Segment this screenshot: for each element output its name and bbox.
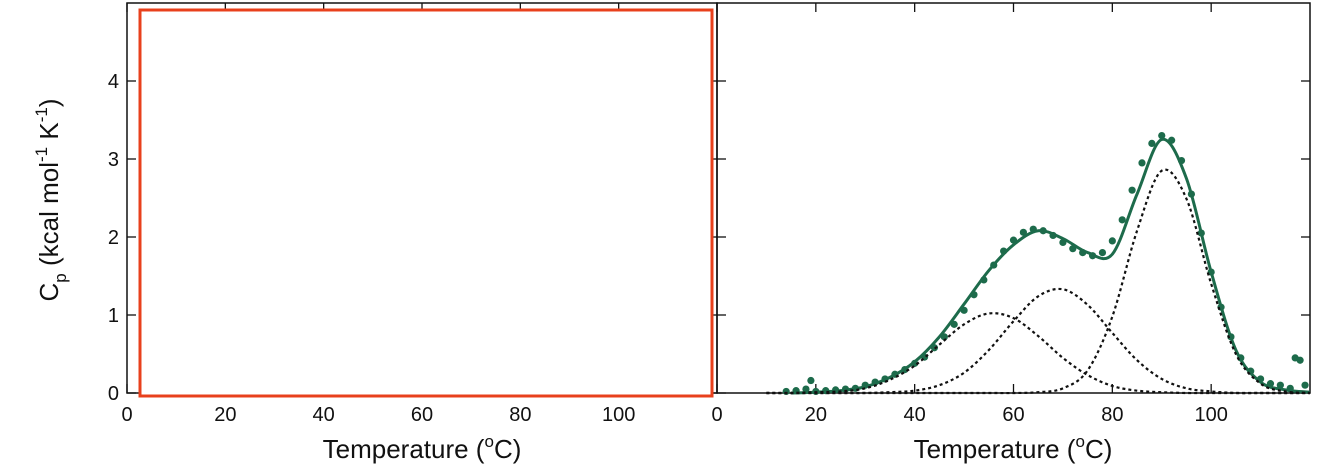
y-label-sub: p — [51, 273, 70, 282]
y-label-part: (kcal mol — [34, 162, 64, 273]
x-tick-label: 0 — [711, 404, 722, 426]
y-label-part: C — [34, 283, 64, 302]
x-tick-label: 80 — [1101, 404, 1123, 426]
y-tick-label: 3 — [108, 149, 119, 171]
y-tick-label: 2 — [108, 227, 119, 249]
y-label-part: K — [34, 122, 64, 147]
y-tick-label: 1 — [108, 305, 119, 327]
x-tick-label: 60 — [1002, 404, 1024, 426]
y-label-part: ) — [34, 99, 64, 108]
x-label-sup: o — [484, 432, 493, 451]
data-point — [807, 376, 815, 385]
data-point — [1301, 381, 1309, 389]
data-point — [802, 385, 810, 393]
y-tick-label: 4 — [108, 71, 119, 93]
x-label-part: C) — [494, 434, 521, 464]
x-tick-label: 0 — [121, 404, 132, 426]
y-label-sup: -1 — [32, 107, 51, 122]
x-axis-label: Temperature (oC) — [914, 432, 1113, 464]
y-tick-label: 0 — [108, 383, 119, 405]
data-point — [1148, 139, 1156, 147]
data-point — [782, 387, 790, 396]
data-point — [1158, 132, 1166, 140]
data-point — [1019, 228, 1027, 236]
redaction-box — [138, 8, 714, 398]
data-point — [1128, 186, 1136, 194]
data-point — [1098, 249, 1107, 257]
x-label-part: Temperature ( — [914, 434, 1076, 464]
x-tick-label: 20 — [805, 404, 827, 426]
data-point — [1108, 237, 1116, 245]
x-label-sup: o — [1075, 432, 1084, 451]
x-tick-label: 100 — [602, 404, 635, 426]
x-tick-label: 60 — [411, 404, 433, 426]
plot-frame — [716, 2, 1311, 394]
x-tick-label: 20 — [214, 404, 236, 426]
x-tick-label: 40 — [313, 404, 335, 426]
x-label-part: Temperature ( — [323, 434, 485, 464]
component-curve — [766, 312, 1310, 395]
data-point — [1138, 159, 1146, 167]
fit-line — [791, 137, 1311, 395]
x-tick-label: 40 — [904, 404, 926, 426]
x-label-part: C) — [1085, 434, 1112, 464]
data-point — [1296, 356, 1304, 364]
data-point — [1118, 216, 1126, 224]
y-axis-label: Cp (kcal mol-1 K-1) — [32, 99, 70, 302]
component-curve — [766, 168, 1311, 395]
component-curve — [766, 287, 1310, 395]
data-point — [1276, 381, 1284, 389]
x-axis-label: Temperature (oC) — [323, 432, 522, 464]
x-tick-label: 80 — [509, 404, 531, 426]
x-tick-label: 100 — [1194, 404, 1227, 426]
y-label-sup: -1 — [32, 147, 51, 162]
